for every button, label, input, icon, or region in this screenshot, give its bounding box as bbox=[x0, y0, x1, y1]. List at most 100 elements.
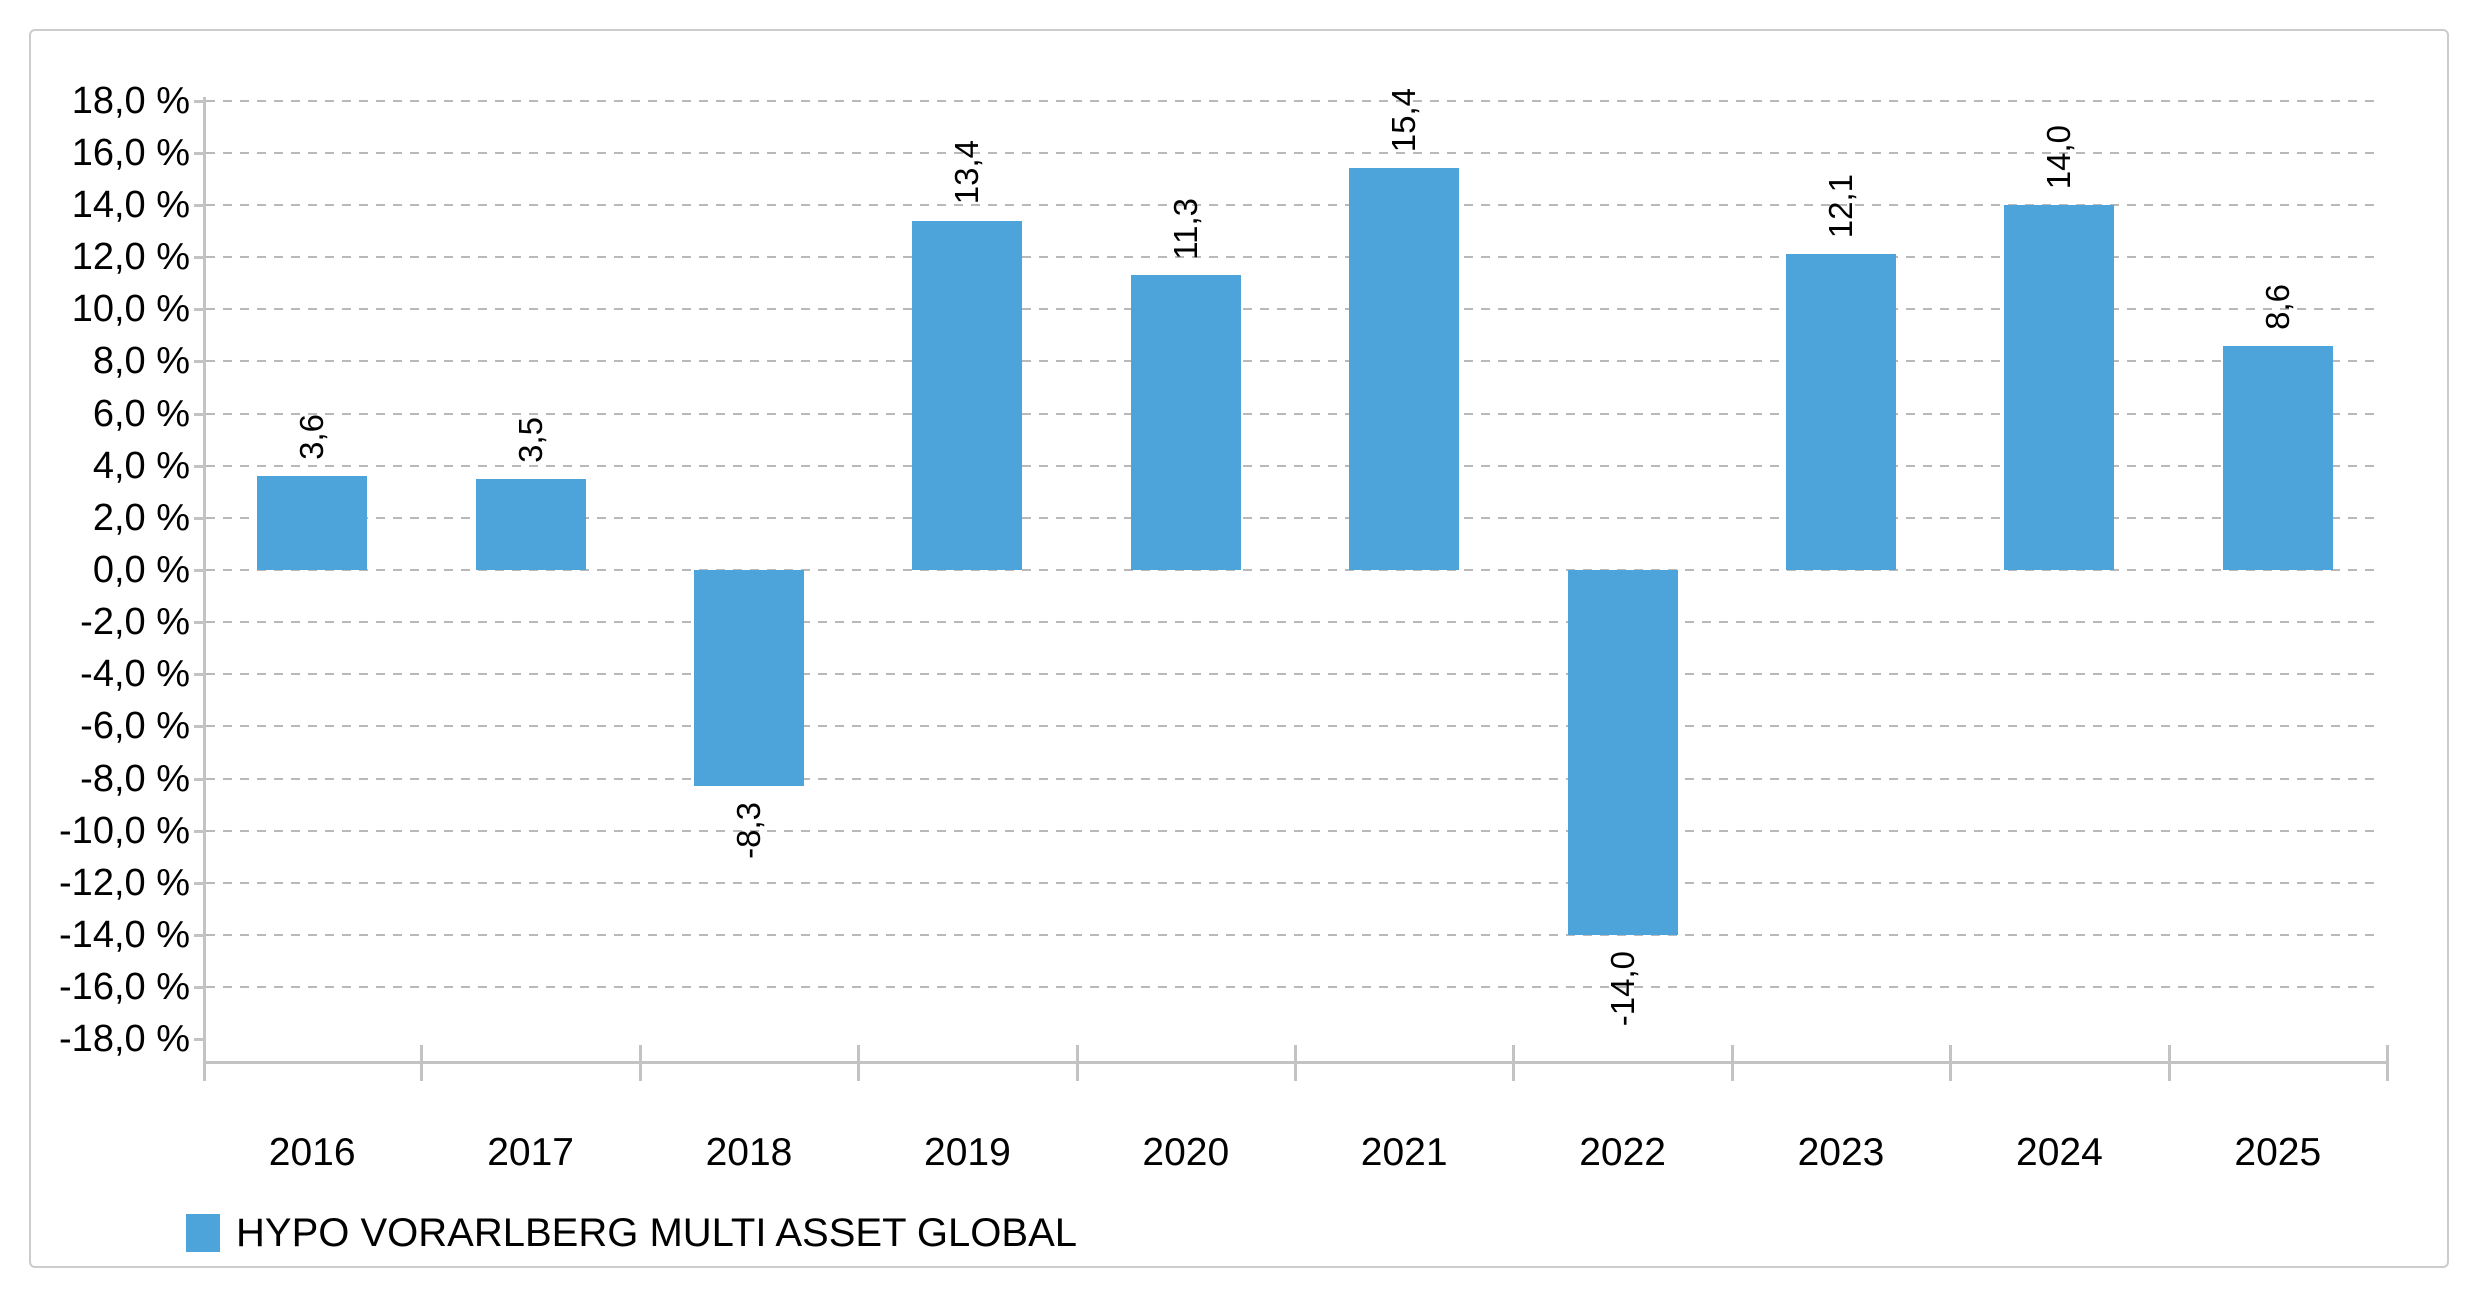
gridline bbox=[206, 516, 2380, 519]
x-tick-mark bbox=[2386, 1045, 2389, 1081]
y-tick-label: 18,0 % bbox=[71, 79, 190, 122]
chart-frame bbox=[29, 29, 2449, 1268]
bar-value-text: 14,0 bbox=[2040, 124, 2078, 189]
y-tick-mark bbox=[194, 986, 203, 990]
x-tick-mark bbox=[420, 1045, 424, 1081]
gridline bbox=[206, 464, 2380, 467]
legend-series-label: HYPO VORARLBERG MULTI ASSET GLOBAL bbox=[236, 1211, 1077, 1255]
y-tick-label: -12,0 % bbox=[59, 861, 190, 904]
x-tick-label: 2022 bbox=[1579, 1131, 1666, 1174]
gridline bbox=[206, 99, 2380, 102]
x-tick-mark bbox=[1730, 1045, 1734, 1081]
gridline bbox=[206, 569, 2380, 571]
bar-value-text: 3,5 bbox=[511, 416, 549, 463]
y-tick-mark bbox=[194, 256, 203, 260]
bar-value-text: -14,0 bbox=[1603, 951, 1641, 1027]
x-tick-mark bbox=[1075, 1045, 1079, 1081]
legend: HYPO VORARLBERG MULTI ASSET GLOBAL bbox=[186, 1211, 1077, 1255]
x-tick-label: 2021 bbox=[1360, 1131, 1448, 1174]
bar-value-text: 8,6 bbox=[2258, 283, 2296, 330]
bar-value-label: 15,4 bbox=[1374, 0, 1434, 152]
gridline bbox=[206, 777, 2380, 780]
bar bbox=[912, 220, 1023, 570]
y-tick-label: -4,0 % bbox=[80, 653, 190, 696]
y-tick-label: -2,0 % bbox=[80, 601, 190, 644]
bar-value-text: 13,4 bbox=[948, 140, 986, 205]
x-tick-label: 2017 bbox=[487, 1131, 574, 1174]
bar bbox=[1786, 254, 1896, 570]
gridline bbox=[206, 881, 2380, 884]
gridline bbox=[206, 256, 2380, 259]
x-tick-label: 2016 bbox=[268, 1131, 356, 1174]
y-tick-label: 2,0 % bbox=[92, 496, 190, 539]
gridline bbox=[206, 203, 2380, 206]
gridline bbox=[206, 725, 2380, 728]
x-tick-mark bbox=[1512, 1045, 1516, 1081]
x-tick-mark bbox=[2167, 1045, 2171, 1081]
bar bbox=[2004, 204, 2115, 570]
bar-value-text: 3,6 bbox=[293, 414, 331, 461]
x-tick-mark bbox=[857, 1045, 861, 1081]
bar-value-label: 13,4 bbox=[937, 0, 997, 205]
y-tick-label: 6,0 % bbox=[92, 392, 190, 435]
bar bbox=[2222, 345, 2333, 570]
y-tick-mark bbox=[194, 1038, 203, 1042]
bar bbox=[1130, 275, 1241, 570]
y-tick-label: -8,0 % bbox=[80, 757, 190, 800]
y-tick-label: -16,0 % bbox=[59, 966, 190, 1009]
y-tick-label: 12,0 % bbox=[71, 236, 190, 279]
y-tick-mark bbox=[194, 829, 203, 833]
y-tick-mark bbox=[194, 569, 203, 572]
bar-value-text: 11,3 bbox=[1166, 197, 1204, 260]
y-tick-label: -18,0 % bbox=[59, 1018, 190, 1061]
bar bbox=[257, 476, 368, 570]
y-tick-label: -10,0 % bbox=[59, 809, 190, 852]
bar-value-text: 12,1 bbox=[1822, 174, 1859, 239]
x-tick-label: 2025 bbox=[2234, 1131, 2322, 1174]
gridline bbox=[206, 673, 2380, 676]
y-tick-mark bbox=[194, 673, 203, 677]
y-tick-mark bbox=[194, 464, 203, 468]
y-tick-label: 4,0 % bbox=[92, 444, 190, 487]
legend-swatch bbox=[186, 1214, 220, 1252]
y-tick-label: -14,0 % bbox=[59, 914, 190, 957]
bar-value-label: 3,5 bbox=[501, 203, 561, 463]
bar-value-text: -8,3 bbox=[730, 802, 767, 860]
bar-value-label: -8,3 bbox=[719, 802, 779, 1062]
y-tick-label: 10,0 % bbox=[71, 288, 190, 331]
x-tick-label: 2019 bbox=[924, 1131, 1011, 1174]
y-tick-mark bbox=[194, 621, 203, 625]
bar-value-label: 3,6 bbox=[282, 200, 342, 460]
y-tick-label: 0,0 % bbox=[92, 549, 190, 591]
gridline bbox=[206, 151, 2380, 154]
gridline bbox=[206, 934, 2380, 937]
x-tick-label: 2020 bbox=[1142, 1131, 1230, 1174]
y-tick-mark bbox=[194, 308, 203, 312]
y-tick-mark bbox=[194, 516, 203, 520]
bar bbox=[694, 570, 804, 787]
y-tick-label: 8,0 % bbox=[92, 340, 190, 383]
bar bbox=[1567, 570, 1678, 936]
y-tick-mark bbox=[194, 99, 203, 103]
x-tick-label: 2024 bbox=[2016, 1131, 2103, 1174]
y-tick-label: 16,0 % bbox=[71, 131, 190, 174]
x-tick-mark bbox=[1294, 1045, 1297, 1081]
gridline bbox=[206, 829, 2380, 832]
gridline bbox=[206, 308, 2380, 311]
bar-value-label: 11,3 bbox=[1156, 0, 1216, 260]
y-tick-mark bbox=[194, 360, 203, 364]
x-tick-label: 2018 bbox=[705, 1131, 793, 1174]
y-tick-label: -6,0 % bbox=[80, 705, 190, 748]
y-tick-mark bbox=[194, 881, 203, 885]
bar-value-label: 14,0 bbox=[2029, 0, 2089, 189]
gridline bbox=[206, 412, 2380, 415]
x-tick-label: 2023 bbox=[1797, 1131, 1885, 1174]
gridline bbox=[206, 986, 2380, 989]
y-tick-mark bbox=[194, 777, 203, 781]
bar bbox=[1349, 168, 1460, 570]
x-tick-mark bbox=[638, 1045, 642, 1081]
gridline bbox=[206, 360, 2380, 363]
bar-value-label: 8,6 bbox=[2248, 70, 2308, 330]
x-tick-mark bbox=[1949, 1045, 1953, 1081]
